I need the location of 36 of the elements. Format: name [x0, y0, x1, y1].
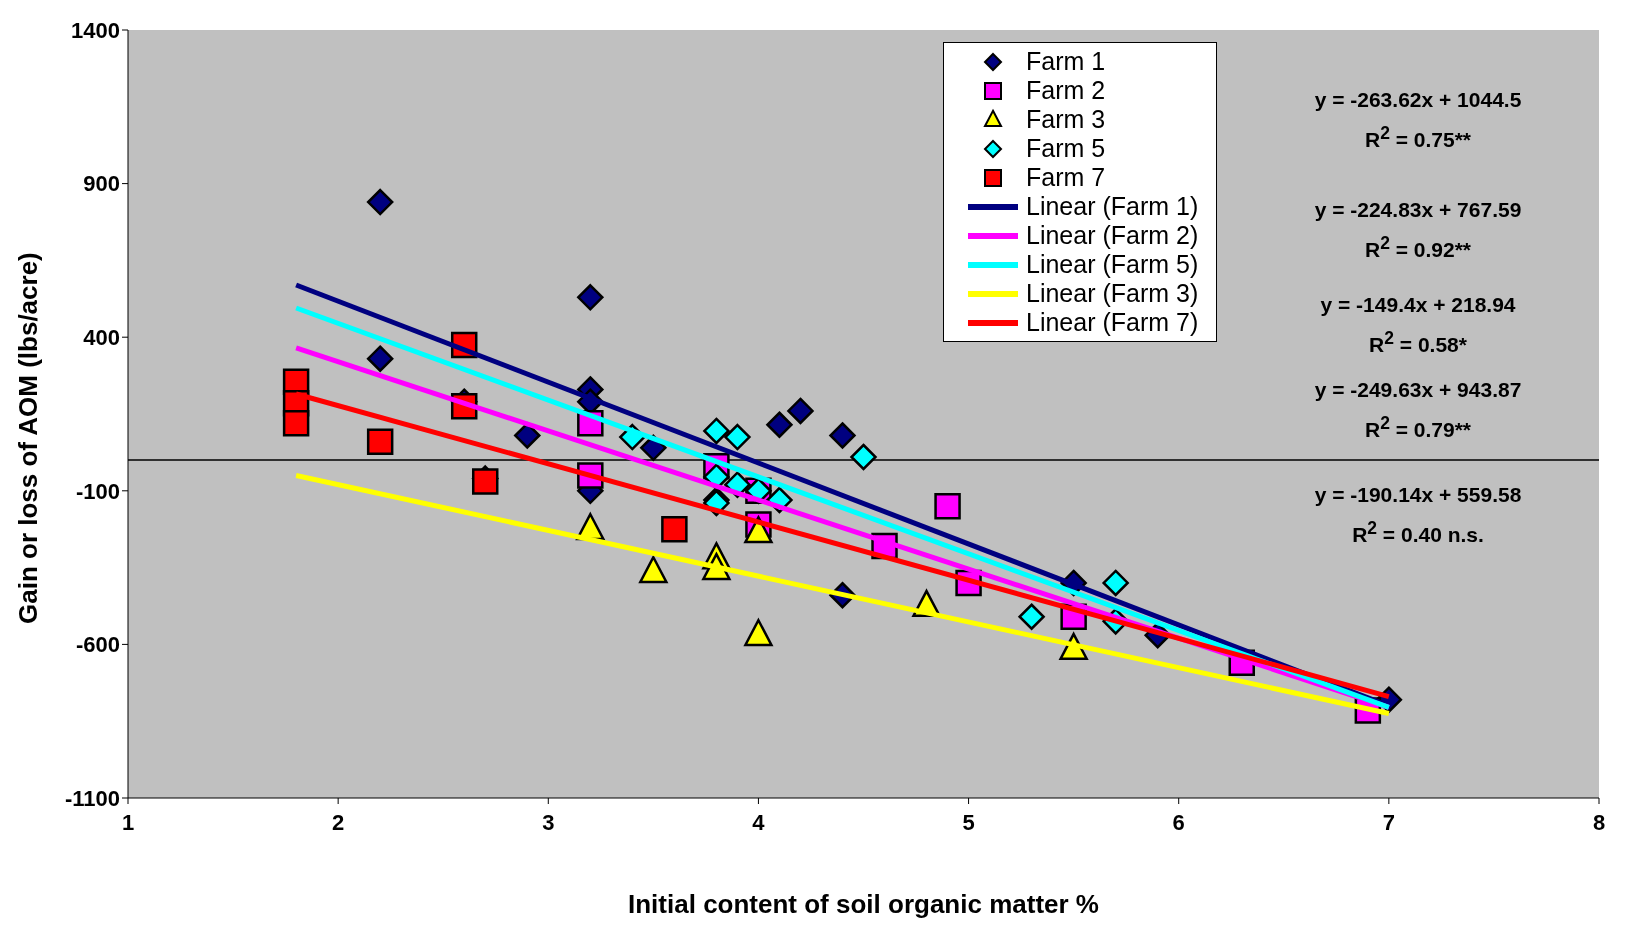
y-tick-label: -600: [75, 632, 120, 658]
y-axis-title: Gain or loss of AOM (lbs/acre): [13, 252, 44, 624]
x-tick-label: 4: [752, 809, 766, 835]
legend-label: Linear (Farm 3): [1026, 279, 1199, 308]
legend-label: Linear (Farm 7): [1026, 308, 1199, 337]
annotation: y = -224.83x + 767.59: [1313, 198, 1523, 222]
legend-label: Farm 2: [1026, 76, 1106, 105]
annotation: y = -190.14x + 559.58: [1313, 483, 1523, 507]
y-tick-label: -100: [75, 478, 120, 504]
legend-label: Farm 5: [1026, 134, 1106, 163]
x-tick-label: 8: [1592, 809, 1606, 835]
annotation: R$^{2}$ = 0.40 n.s.: [1351, 518, 1485, 547]
x-tick-label: 3: [542, 809, 555, 835]
legend-label: Linear (Farm 2): [1026, 221, 1199, 250]
annotation: R$^{2}$ = 0.79**: [1363, 413, 1473, 442]
y-tick-label: 900: [83, 171, 120, 197]
legend-label: Farm 1: [1026, 47, 1106, 76]
annotation: R$^{2}$ = 0.92**: [1363, 233, 1473, 262]
x-tick-label: 5: [962, 809, 975, 835]
annotation: y = -263.62x + 1044.5: [1313, 88, 1523, 112]
legend-label: Linear (Farm 1): [1026, 192, 1199, 221]
y-tick-label: 1400: [71, 17, 120, 43]
y-tick-label: 400: [83, 325, 120, 351]
x-tick-label: 7: [1382, 809, 1395, 835]
x-axis-title: Initial content of soil organic matter %: [628, 889, 1099, 919]
legend-label: Farm 7: [1026, 163, 1106, 192]
x-tick-label: 6: [1172, 809, 1185, 835]
x-tick-label: 1: [121, 809, 135, 835]
y-tick-label: -1100: [64, 785, 120, 811]
annotation: y = -149.4x + 218.94: [1319, 293, 1517, 317]
legend-label: Linear (Farm 5): [1026, 250, 1199, 279]
annotation: y = -249.63x + 943.87: [1313, 378, 1523, 402]
x-tick-label: 2: [332, 809, 345, 835]
annotation: R$^{2}$ = 0.58*: [1368, 328, 1468, 357]
legend-label: Farm 3: [1026, 105, 1106, 134]
annotation: R$^{2}$ = 0.75**: [1363, 123, 1473, 152]
